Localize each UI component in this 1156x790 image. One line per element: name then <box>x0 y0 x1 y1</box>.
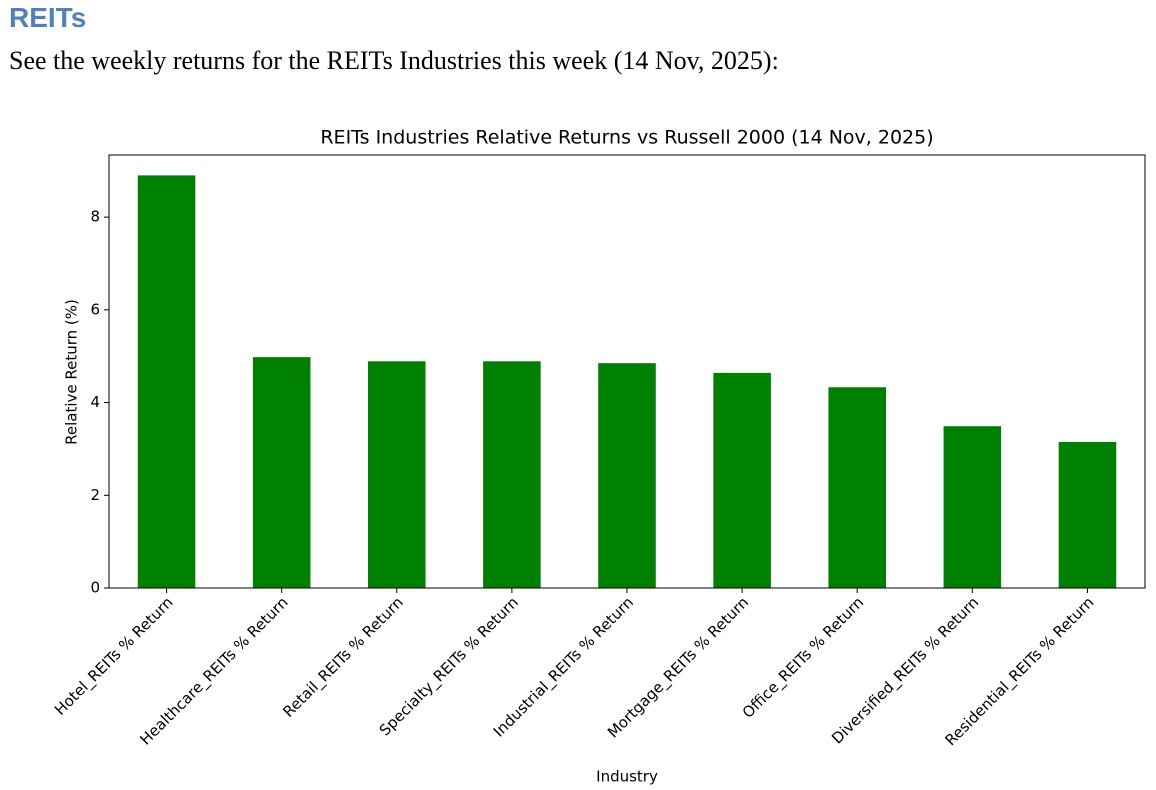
bar <box>252 357 311 588</box>
bar <box>1058 441 1117 588</box>
x-tick-label: Retail_REITs % Return <box>279 593 407 721</box>
y-tick-label: 8 <box>90 208 100 226</box>
intro: See the weekly returns for the REITs Ind… <box>9 46 779 75</box>
y-tick-label: 6 <box>90 300 100 318</box>
bar <box>598 363 656 588</box>
plot-frame <box>108 154 1146 589</box>
bar <box>828 387 886 588</box>
x-axis-label: Industry <box>596 768 658 786</box>
y-tick-label: 4 <box>90 393 100 411</box>
chart-title: REITs Industries Relative Returns vs Rus… <box>320 127 933 149</box>
bar <box>713 372 771 588</box>
bar <box>137 175 196 588</box>
x-tick-label: Hotel_REITs % Return <box>51 593 177 719</box>
heading: REITs <box>9 2 87 33</box>
bar <box>483 361 541 588</box>
y-tick-label: 0 <box>90 579 100 597</box>
x-tick-label: Office_REITs % Return <box>739 593 868 722</box>
y-tick-label: 2 <box>90 486 100 504</box>
bar <box>943 426 1002 588</box>
bar <box>368 361 426 588</box>
y-axis-label: Relative Return (%) <box>63 299 81 445</box>
